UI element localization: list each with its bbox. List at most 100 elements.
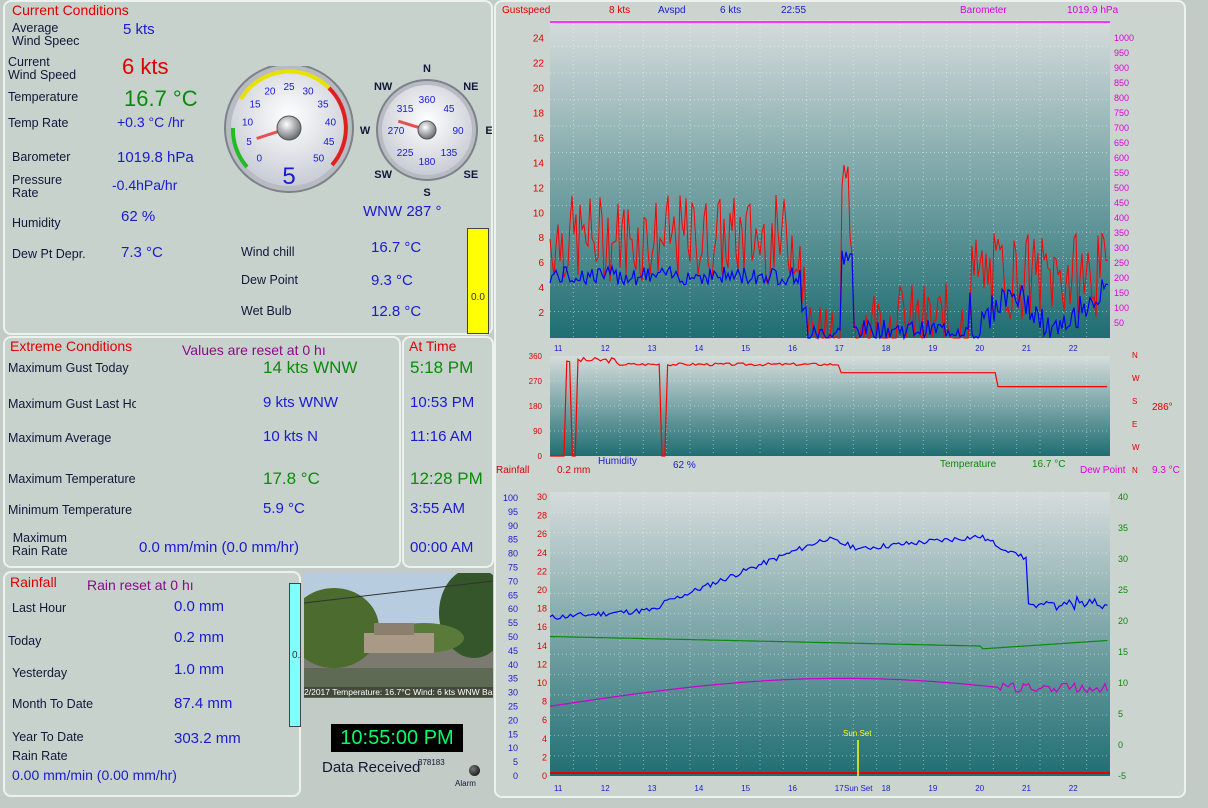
charts-svg: Gustspeed 8 kts Avspd 6 kts 22:55 Barome… bbox=[496, 5, 1180, 793]
baro-y-tick: 700 bbox=[1114, 123, 1129, 133]
last-hour-value: 0.0 mm bbox=[174, 598, 225, 615]
compass-points: N NE E SE S SW W NW bbox=[360, 63, 492, 199]
wind-direction-compass: 360 45 90 135 180 225 270 315 N NE E SE S SW W NW bbox=[360, 63, 492, 199]
baro-y-tick: 650 bbox=[1114, 138, 1129, 148]
speed-tick: 30 bbox=[303, 87, 315, 98]
extreme-row-time: 12:28 PM bbox=[410, 469, 483, 488]
humidity-label: Humidity bbox=[12, 216, 61, 230]
humidity-y-tick: 60 bbox=[508, 604, 518, 614]
baro-y-tick: 250 bbox=[1114, 258, 1129, 268]
rainfall-chart-label: Rainfall bbox=[496, 465, 529, 476]
webcam-scene bbox=[304, 573, 493, 698]
baro-value: 1019.9 hPa bbox=[1067, 5, 1119, 16]
compass-tick: 90 bbox=[452, 126, 464, 137]
temperature-value: 16.7 °C bbox=[124, 86, 198, 111]
compass-tick-labels: 360 45 90 135 180 225 270 315 bbox=[388, 95, 464, 168]
pressure-rate-value: -0.4hPa/hr bbox=[112, 177, 178, 193]
wind-y-tick: 14 bbox=[533, 158, 545, 169]
temp-right-y-tick: 30 bbox=[1118, 554, 1128, 564]
temp-left-y-tick: 0 bbox=[542, 771, 547, 781]
baro-y-tick: 1000 bbox=[1114, 33, 1134, 43]
compass-point-label: NW bbox=[374, 81, 393, 93]
extreme-row-value: 9 kts WNW bbox=[263, 394, 338, 411]
speed-tick: 50 bbox=[313, 154, 325, 165]
temperature-label: Temperature bbox=[8, 90, 79, 104]
humidity-y-tick: 70 bbox=[508, 576, 518, 586]
current-wind-value: 6 kts bbox=[122, 54, 169, 79]
temp-left-y-tick: 28 bbox=[537, 511, 547, 521]
x-tick-label: 21 bbox=[1022, 784, 1031, 793]
humidity-y-tick: 65 bbox=[508, 590, 518, 600]
clock-time: 10:55:00 PM bbox=[340, 727, 454, 749]
humidity-y-tick: 15 bbox=[508, 729, 518, 739]
max-rain-rate-time: 00:00 AM bbox=[410, 539, 474, 556]
extreme-conditions-panel: Extreme Conditions Values are reset at 0… bbox=[3, 336, 401, 568]
x-tick-label: 16 bbox=[788, 784, 797, 793]
compass-point-label: SW bbox=[374, 169, 392, 181]
baro-y-tick: 850 bbox=[1114, 78, 1129, 88]
today-value: 0.2 mm bbox=[174, 629, 225, 646]
humidity-series bbox=[549, 534, 1108, 620]
baro-y-tick: 200 bbox=[1114, 273, 1129, 283]
baro-y-tick: 300 bbox=[1114, 243, 1129, 253]
x-tick-label: 18 bbox=[882, 344, 891, 353]
x-tick-label: 22 bbox=[1069, 344, 1078, 353]
rain-rate-label: Rain Rate bbox=[12, 749, 68, 763]
compass-point-label: SE bbox=[463, 169, 478, 181]
temp-left-y-tick: 4 bbox=[542, 734, 547, 744]
humidity-y-tick: 75 bbox=[508, 563, 518, 573]
digital-clock: 10:55:00 PM bbox=[331, 724, 463, 752]
extreme-row-time: 3:55 AM bbox=[410, 500, 466, 517]
barometer-value: 1019.8 hPa bbox=[117, 149, 194, 166]
dewpoint-chart-label: Dew Point bbox=[1080, 465, 1126, 476]
baro-y-tick: 750 bbox=[1114, 108, 1129, 118]
temp-rate-value: +0.3 °C /hr bbox=[117, 114, 185, 130]
wind-y-tick: 10 bbox=[533, 208, 545, 219]
avg-wind-series bbox=[549, 250, 1109, 341]
alarm-indicator-icon[interactable] bbox=[469, 765, 480, 776]
wet-bulb-value: 12.8 °C bbox=[371, 303, 422, 320]
speed-tick: 25 bbox=[283, 82, 295, 93]
pressure-rate-label: Pressure Rate bbox=[12, 173, 63, 200]
current-conditions-title: Current Conditions bbox=[12, 2, 129, 18]
temp-left-y-tick: 16 bbox=[537, 622, 547, 632]
temp-right-y-tick: 10 bbox=[1118, 678, 1128, 688]
webcam-image[interactable]: 2/2017 Temperature: 16.7°C Wind: 6 kts W… bbox=[304, 573, 493, 698]
x-tick-label: 14 bbox=[694, 344, 703, 353]
max-rain-rate-value: 0.0 mm/min (0.0 mm/hr) bbox=[139, 539, 300, 556]
x-tick-label: 12 bbox=[601, 784, 610, 793]
x-tick-label: 15 bbox=[741, 344, 750, 353]
dew-point-value: 9.3 °C bbox=[371, 272, 413, 289]
temp-right-y-tick: 20 bbox=[1118, 616, 1128, 626]
temp-left-y-tick: 6 bbox=[542, 715, 547, 725]
temperature-chart-value: 16.7 °C bbox=[1032, 459, 1065, 470]
wet-bulb-label: Wet Bulb bbox=[241, 304, 292, 318]
today-label: Today bbox=[8, 634, 42, 648]
x-tick-label: 21 bbox=[1022, 344, 1031, 353]
compass-point-label: E bbox=[485, 125, 492, 137]
temp-left-y-tick: 30 bbox=[537, 492, 547, 502]
month-to-date-label: Month To Date bbox=[12, 697, 94, 711]
dir-side-point: N bbox=[1132, 466, 1138, 475]
dewpt-depr-value: 7.3 °C bbox=[121, 244, 163, 261]
compass-tick: 135 bbox=[441, 148, 458, 159]
extreme-reset-note: Values are reset at 0 hı bbox=[182, 342, 326, 358]
humidity-value: 62 % bbox=[121, 208, 156, 225]
baro-y-tick: 450 bbox=[1114, 198, 1129, 208]
wind-y-tick: 6 bbox=[538, 258, 544, 269]
header-time: 22:55 bbox=[781, 5, 806, 16]
current-conditions-panel: Current Conditions Average Wind Speec 5 k… bbox=[3, 0, 493, 335]
at-time-title: At Time bbox=[409, 338, 457, 354]
extreme-row-value: 5.9 °C bbox=[263, 500, 305, 517]
temperature-chart-label: Temperature bbox=[940, 459, 997, 470]
humidity-y-tick: 0 bbox=[513, 771, 518, 781]
dew-point-label: Dew Point bbox=[241, 273, 298, 287]
gust-label: Gustspeed bbox=[502, 5, 550, 16]
dir-y-tick: 0 bbox=[538, 452, 543, 461]
avg-value: 6 kts bbox=[720, 5, 741, 16]
dir-y-tick: 180 bbox=[529, 402, 543, 411]
data-received-count: 378183 bbox=[418, 758, 445, 767]
month-to-date-value: 87.4 mm bbox=[174, 695, 233, 712]
speed-tick: 0 bbox=[257, 154, 263, 165]
